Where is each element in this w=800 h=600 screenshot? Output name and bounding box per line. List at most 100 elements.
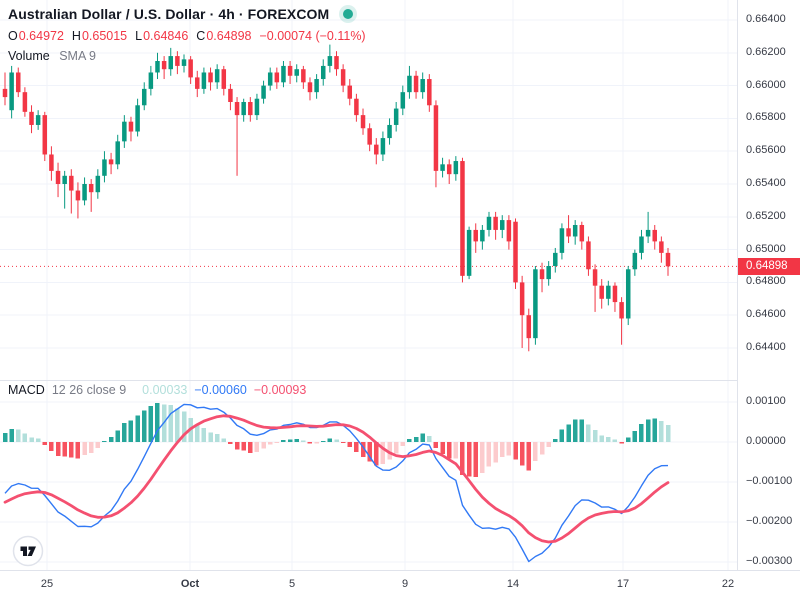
- macd-histogram-bar: [533, 442, 538, 461]
- macd-histogram-bar: [347, 442, 353, 447]
- price-axis-tick: 0.65400: [746, 177, 786, 189]
- current-price-badge: 0.64898: [738, 257, 800, 275]
- macd-histogram-bar: [360, 442, 366, 457]
- candle-body: [9, 72, 14, 111]
- candle-body: [214, 69, 220, 83]
- candle-body: [625, 269, 631, 319]
- candle-body: [234, 102, 240, 116]
- macd-histogram-bar: [639, 424, 644, 442]
- candle-body: [440, 164, 445, 171]
- candle-body: [466, 229, 472, 276]
- macd-histogram-bar: [625, 437, 631, 442]
- candle-body: [221, 69, 227, 89]
- macd-histogram-bar: [519, 442, 525, 466]
- macd-histogram-bar: [393, 442, 399, 454]
- candles-layer: [2, 44, 671, 352]
- candle-wick: [64, 170, 66, 209]
- ohlc-row: O 0.64972 H 0.65015 L 0.64846 C 0.64898 …: [8, 29, 366, 43]
- candle-body: [241, 102, 246, 116]
- candle-body: [387, 124, 392, 139]
- candle-body: [612, 285, 618, 303]
- candle-body: [380, 138, 386, 155]
- price-axis-tick: 0.64800: [746, 275, 786, 288]
- tradingview-logo[interactable]: [12, 535, 44, 567]
- price-chart-pane[interactable]: [0, 0, 737, 380]
- candle-body: [188, 59, 193, 78]
- candle-body: [135, 105, 140, 132]
- macd-histogram-bar: [29, 437, 34, 442]
- volume-label: Volume: [8, 49, 50, 63]
- macd-histogram-bar: [274, 442, 280, 444]
- macd-axis-tick: −0.00100: [746, 475, 793, 487]
- macd-histogram-bar: [665, 425, 671, 442]
- candle-body: [367, 128, 372, 145]
- macd-histogram-bar: [148, 406, 154, 442]
- macd-histogram-bar: [559, 429, 565, 442]
- candle-body: [407, 75, 412, 93]
- time-axis[interactable]: 25 Oct 5 9 14 17 22: [0, 570, 800, 600]
- macd-histogram-bar: [248, 442, 253, 454]
- high-label: H: [71, 29, 81, 43]
- candle-body: [327, 56, 333, 66]
- close-value: 0.64898: [206, 29, 252, 43]
- candle-body: [340, 69, 346, 86]
- macd-histogram-bar: [566, 424, 571, 442]
- macd-histogram-bar: [486, 442, 492, 467]
- candle-body: [88, 184, 94, 193]
- macd-histogram-bar: [195, 425, 200, 442]
- candle-body: [274, 72, 280, 83]
- macd-histogram-bar: [592, 430, 598, 442]
- time-axis-tick: Oct: [180, 578, 200, 590]
- macd-histogram-bar: [108, 436, 114, 442]
- macd-histogram-bar: [493, 442, 498, 463]
- candle-body: [155, 61, 160, 73]
- macd-histogram-bar: [281, 439, 286, 442]
- price-axis[interactable]: 0.64898 0.66400 0.66200 0.66000 0.65800 0.65…: [737, 0, 800, 570]
- macd-histogram-bar: [35, 438, 41, 442]
- macd-histogram-bar: [553, 438, 558, 442]
- candle-body: [645, 229, 651, 237]
- price-axis-tick: 0.65000: [746, 242, 786, 255]
- macd-histogram-bar: [400, 442, 406, 447]
- candle-body: [69, 175, 74, 191]
- candle-body: [360, 115, 366, 129]
- candle-wick: [594, 264, 596, 312]
- macd-hist-value: 0.00033: [142, 383, 188, 397]
- macd-histogram-bar: [506, 442, 512, 456]
- macd-axis-tick: −0.00300: [746, 555, 793, 567]
- chart-legend: Australian Dollar / U.S. Dollar · 4h · F…: [8, 6, 366, 63]
- macd-histogram-bar: [453, 442, 459, 459]
- macd-indicator-pane[interactable]: [0, 380, 737, 570]
- macd-histogram-bar: [513, 442, 518, 460]
- candle-wick: [647, 211, 649, 244]
- low-value: 0.64846: [143, 29, 189, 43]
- candle-body: [82, 184, 87, 201]
- time-axis-tick: 25: [40, 578, 54, 590]
- candle-body: [287, 65, 293, 76]
- pane-separator[interactable]: [0, 380, 800, 381]
- macd-histogram-bar: [128, 420, 134, 442]
- candle-body: [526, 315, 532, 339]
- macd-histogram-bar: [95, 442, 101, 448]
- macd-histogram-bar: [652, 418, 657, 442]
- macd-histogram-bar: [82, 442, 87, 456]
- macd-histogram-bar: [526, 442, 532, 471]
- macd-legend: MACD 12 26 close 9 0.00033 −0.00060 −0.0…: [8, 383, 313, 397]
- candle-body: [267, 72, 273, 86]
- macd-histogram-bar: [141, 410, 147, 442]
- candle-body: [579, 225, 585, 242]
- macd-histogram-bar: [480, 442, 485, 474]
- symbol-title[interactable]: Australian Dollar / U.S. Dollar · 4h · F…: [8, 6, 330, 22]
- macd-histogram-bar: [407, 438, 412, 442]
- macd-histogram-bar: [367, 442, 372, 462]
- candle-body: [148, 72, 154, 89]
- macd-histogram-bar: [69, 442, 74, 458]
- time-axis-tick: 5: [288, 578, 296, 590]
- macd-histogram-bar: [201, 428, 207, 442]
- close-label: C: [196, 29, 206, 43]
- time-axis-tick: 22: [721, 578, 735, 590]
- time-axis-tick: 9: [401, 578, 409, 590]
- candle-body: [566, 228, 571, 237]
- candle-body: [500, 220, 505, 230]
- price-axis-tick: 0.65200: [746, 209, 786, 222]
